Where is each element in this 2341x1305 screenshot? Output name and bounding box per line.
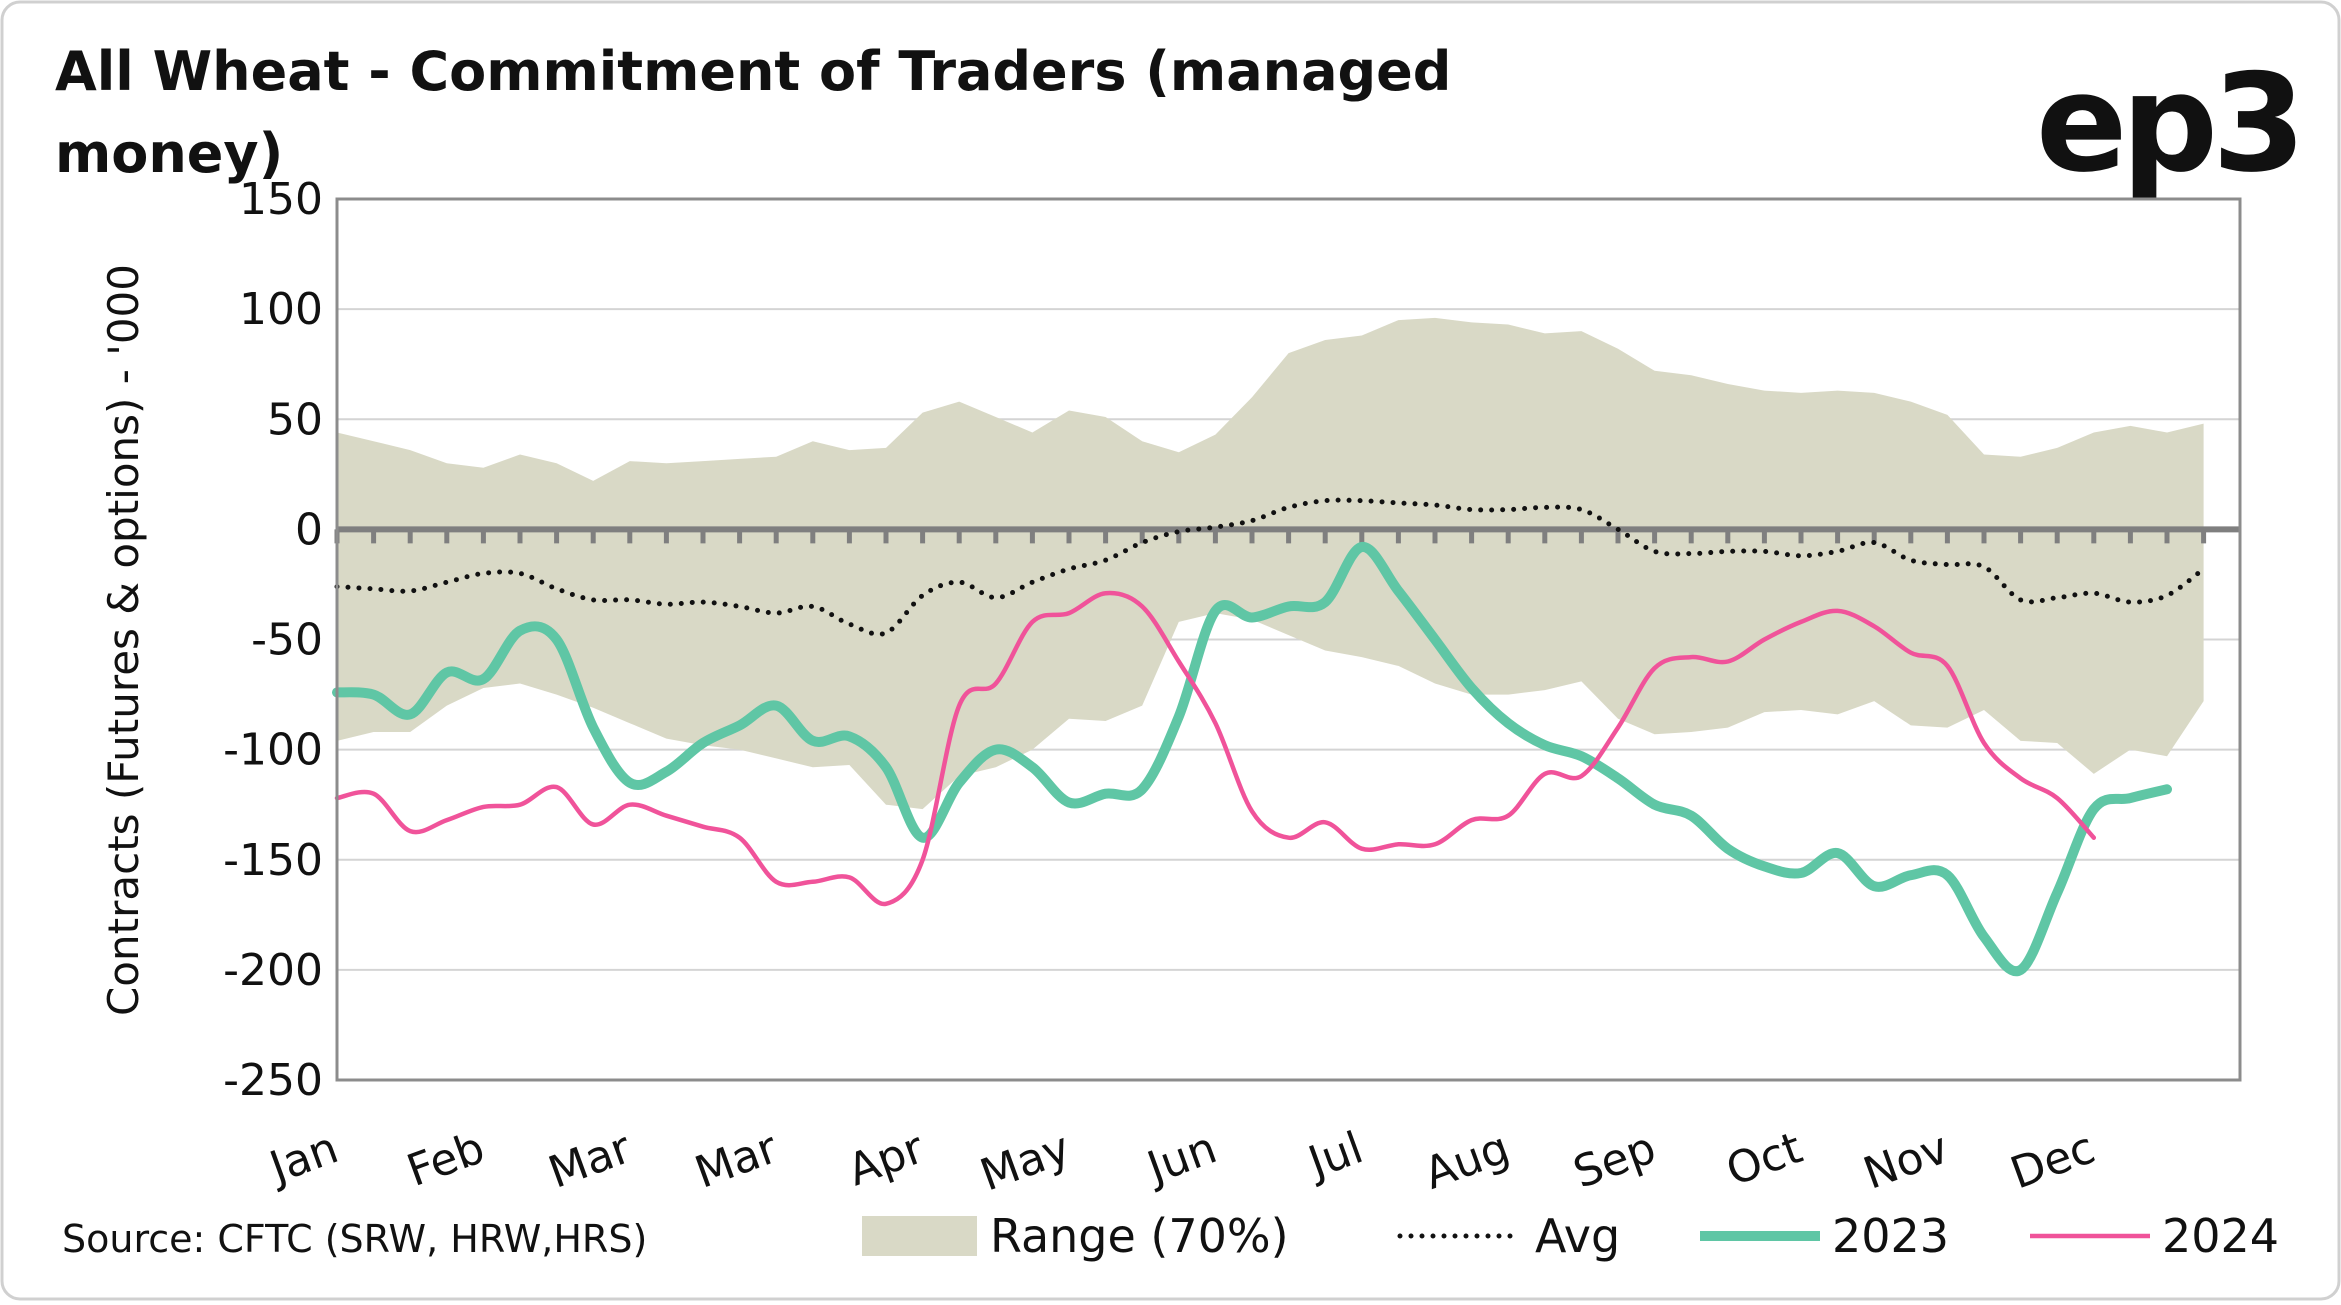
plot-border [335,197,2242,1082]
y-tick-label: -50 [251,615,323,666]
logo: ep3 [2036,45,2300,202]
legend-label: Range (70%) [990,1209,1289,1263]
range-band [337,317,2204,810]
series-line [334,590,2097,907]
legend-label: 2023 [1832,1209,1949,1263]
y-tick-label: -200 [223,945,323,996]
legend-swatch [862,1216,977,1256]
y-tick-label: 50 [267,394,323,445]
legend-label: 2024 [2162,1209,2279,1263]
legend-label: Avg [1535,1209,1620,1263]
source: Source: CFTC (SRW, HRW,HRS) [62,1217,647,1261]
y-tick-label: -250 [223,1055,323,1106]
y-tick-label: 150 [239,174,323,225]
y-tick-label: 0 [295,504,323,555]
y-tick-label: 100 [239,284,323,335]
y-axis-title: Contracts (Futures & options) - '000 [99,264,148,1016]
y-tick-label: -100 [223,725,323,776]
series-line [332,542,2172,977]
avg-line [334,497,2207,637]
chart-title-line2: money) [55,122,283,185]
chart-title: All Wheat - Commitment of Traders (manag… [55,40,1451,103]
y-tick-label: -150 [223,835,323,886]
